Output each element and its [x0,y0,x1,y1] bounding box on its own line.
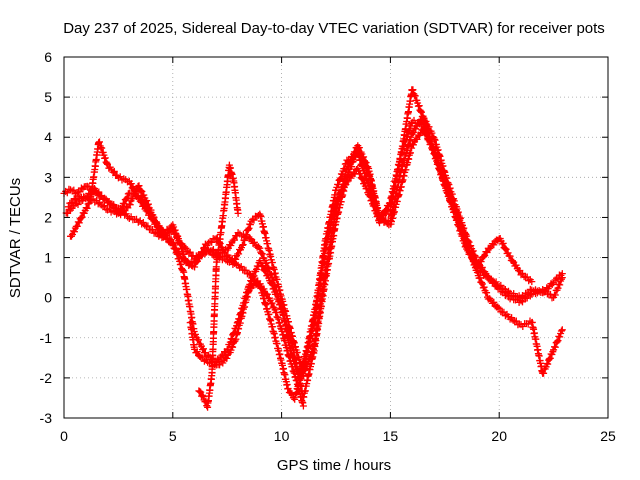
x-tick-label: 10 [274,428,290,444]
data-point-markers [62,126,536,379]
series-track-d [67,86,566,401]
y-tick-label: 0 [44,290,52,306]
series-track-e [186,277,307,410]
x-axis-label: GPS time / hours [277,457,391,474]
x-tick-label: 0 [60,428,68,444]
y-tick-label: -2 [40,370,53,386]
y-tick-label: 2 [44,209,52,225]
y-axis-label: SDTVAR / TECUs [7,178,24,298]
chart-title: Day 237 of 2025, Sidereal Day-to-day VTE… [63,20,605,37]
axis-ticks: 0 5 10 15 20 25 -3 -2 -1 0 1 2 3 4 5 6 [40,49,616,444]
data-markers [60,86,566,411]
x-tick-label: 20 [491,428,507,444]
data-point-markers [186,277,307,410]
y-tick-label: -1 [40,330,53,346]
y-tick-label: 3 [44,169,52,185]
y-tick-label: 5 [44,89,52,105]
plot-frame [63,56,609,419]
x-tick-label: 25 [600,428,616,444]
data-point-markers [195,161,242,411]
y-tick-label: -3 [40,410,53,426]
y-tick-label: 4 [44,129,52,145]
x-tick-label: 15 [383,428,399,444]
grid-lines [64,57,608,418]
series-track-c [62,126,536,379]
x-tick-label: 5 [169,428,177,444]
y-tick-label: 1 [44,250,52,266]
y-tick-label: 6 [44,49,52,65]
series-track-f [195,161,242,411]
data-point-markers [67,86,566,401]
